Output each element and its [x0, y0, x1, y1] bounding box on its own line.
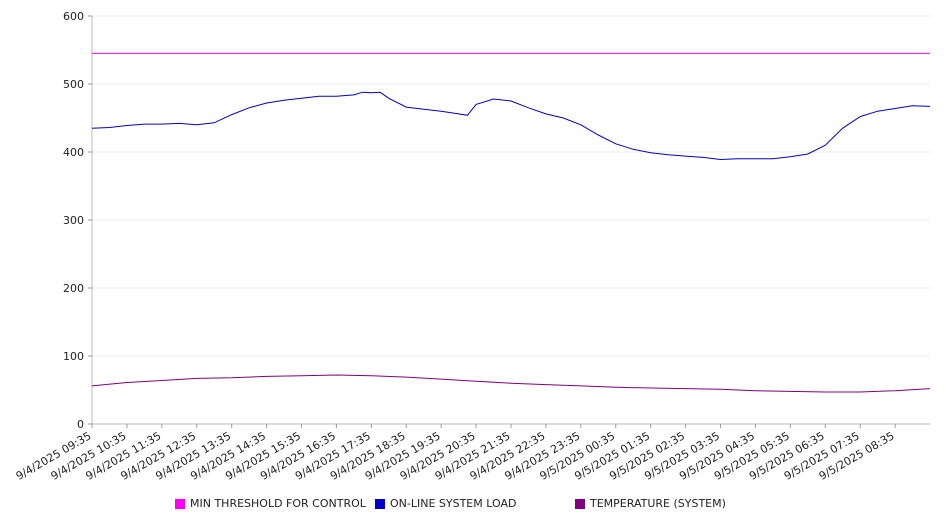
legend-label-system-load: ON-LINE SYSTEM LOAD [390, 497, 517, 510]
legend-swatch-temperature [575, 498, 585, 509]
series-line-system-load [91, 91, 931, 161]
y-tick-label: 400 [63, 146, 84, 159]
y-tick-label: 200 [63, 282, 84, 295]
legend-item-threshold[interactable]: MIN THRESHOLD FOR CONTROL [175, 497, 366, 510]
y-axis-ticks: 0 100 200 300 400 500 600 [63, 10, 92, 431]
legend-item-system-load[interactable]: ON-LINE SYSTEM LOAD [375, 497, 516, 510]
legend-label-threshold: MIN THRESHOLD FOR CONTROL [190, 497, 366, 510]
y-tick-label: 0 [77, 418, 84, 431]
legend-swatch-threshold [175, 498, 185, 509]
series-lines [91, 52, 931, 393]
y-tick-label: 100 [63, 350, 84, 363]
legend-swatch-system-load [375, 498, 385, 509]
legend-item-temperature[interactable]: TEMPERATURE (SYSTEM) [575, 497, 726, 510]
legend-label-temperature: TEMPERATURE (SYSTEM) [590, 497, 726, 510]
series-line-temperature [91, 374, 931, 393]
x-axis-ticks: 9/4/2025 09:359/4/2025 10:359/4/2025 11:… [14, 424, 897, 483]
y-tick-label: 600 [63, 10, 84, 23]
y-tick-label: 300 [63, 214, 84, 227]
gridlines [92, 15, 930, 357]
legend: MIN THRESHOLD FOR CONTROL ON-LINE SYSTEM… [175, 497, 935, 515]
y-tick-label: 500 [63, 78, 84, 91]
